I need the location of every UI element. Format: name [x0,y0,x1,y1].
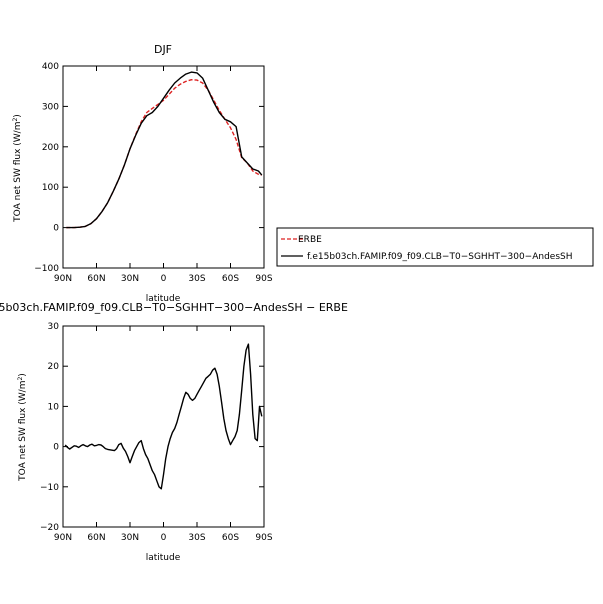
bottom-panel-x-tick-label: 0 [161,533,167,543]
bottom-panel-y-tick-label: 20 [48,362,60,372]
bottom-panel-plot-area: 90N 60N 30N 0 30S 60S 90S −20 −10 0 10 20 30 [40,322,273,543]
top-panel-x-tick-label: 90N [54,274,72,284]
bottom-panel-y-tick-label: 30 [48,322,60,332]
top-panel: DJF TOA net SW flux (W/m2) latitude 90N 6… [12,43,273,304]
top-panel-frame [62,65,265,269]
top-panel-x-tick-label: 0 [161,274,167,284]
top-panel-title: DJF [154,43,172,56]
legend-label-model: f.e15b03ch.FAMIP.f09_f09.CLB−T0−SGHHT−30… [307,252,573,262]
bottom-panel-x-axis-label: latitude [146,553,181,563]
bottom-panel-x-tick-label: 30N [121,533,139,543]
bottom-panel-y-axis-label: TOA net SW flux (W/m2) [17,373,28,482]
top-panel-y-tick-label: 300 [42,102,59,112]
bottom-panel-frame [62,325,265,528]
bottom-panel-x-tick-label: 30S [188,533,205,543]
legend-box [276,227,594,267]
top-panel-x-tick-label: 30N [121,274,139,284]
bottom-panel-x-tick-label: 60N [87,533,105,543]
bottom-panel-x-tick-label: 60S [222,533,239,543]
top-panel-plot-area: 90N 60N 30N 0 30S 60S 90S −100 0 100 200 300 400 [34,62,273,284]
legend-label-erbe: ERBE [298,235,322,245]
top-panel-y-tick-label: 400 [42,62,59,72]
top-panel-series-line-0 [66,78,262,229]
top-panel-y-tick-label: 100 [42,183,59,193]
top-panel-x-tick-label: 30S [188,274,205,284]
legend: ERBE f.e15b03ch.FAMIP.f09_f09.CLB−T0−SGH… [276,227,594,267]
bottom-panel-y-tick-label: 0 [53,443,59,453]
bottom-panel-y-tick-label: −20 [40,523,59,533]
top-panel-y-tick-label: −100 [34,264,59,274]
bottom-panel-series-line-0 [64,343,263,490]
bottom-panel-x-tick-label: 90S [255,533,272,543]
top-panel-series-line-1 [66,71,263,229]
top-panel-y-tick-label: 0 [53,224,59,234]
bottom-panel-y-tick-label: 10 [48,402,60,412]
top-panel-x-axis-label: latitude [146,294,181,304]
bottom-panel: f.e15b03ch.FAMIP.f09_f09.CLB−T0−SGHHT−30… [0,301,348,563]
bottom-panel-x-tick-label: 90N [54,533,72,543]
bottom-panel-title: f.e15b03ch.FAMIP.f09_f09.CLB−T0−SGHHT−30… [0,301,348,314]
top-panel-x-tick-label: 90S [255,274,272,284]
bottom-panel-y-tick-label: −10 [40,483,59,493]
top-panel-x-tick-label: 60N [87,274,105,284]
top-panel-y-tick-label: 200 [42,143,59,153]
top-panel-x-tick-label: 60S [222,274,239,284]
top-panel-y-axis-label: TOA net SW flux (W/m2) [12,114,23,223]
